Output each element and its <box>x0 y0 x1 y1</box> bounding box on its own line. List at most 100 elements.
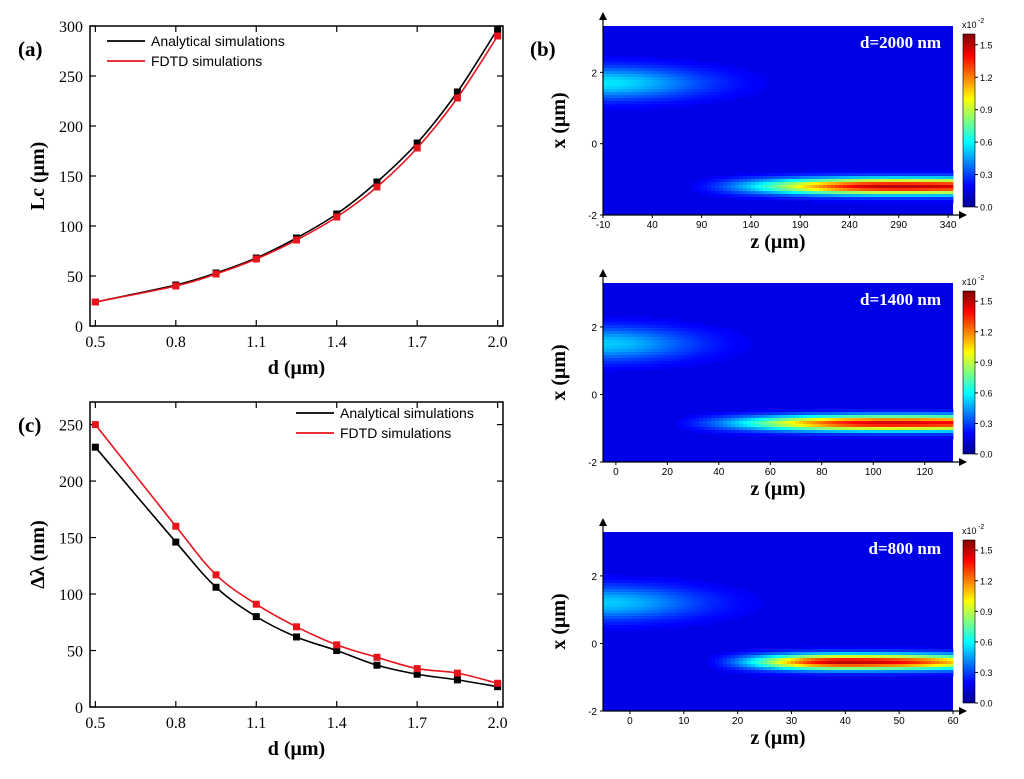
heatmap-cell <box>879 194 884 198</box>
heatmap-cell <box>623 619 628 623</box>
heatmap-cell <box>811 430 816 434</box>
heatmap-cell <box>795 185 800 189</box>
heatmap-cell <box>803 176 808 180</box>
heatmap-cell <box>623 74 628 78</box>
heatmap-cell <box>631 107 636 111</box>
heatmap-cell <box>691 361 696 365</box>
heatmap-cell <box>895 421 900 425</box>
heatmap-cell <box>883 409 888 413</box>
heatmap-cell <box>835 667 840 671</box>
heatmap-cell <box>767 415 772 419</box>
heatmap-cell <box>855 646 860 650</box>
heatmap-cell <box>603 328 608 332</box>
heatmap-cell <box>891 194 896 198</box>
heatmap-cell <box>643 349 648 353</box>
heatmap-cell <box>675 334 680 338</box>
heatmap-cell <box>627 586 632 590</box>
heatmap-cell <box>731 415 736 419</box>
heatmap-cell <box>895 646 900 650</box>
heatmap-cell <box>903 188 908 192</box>
heatmap-cell <box>603 89 608 93</box>
heatmap-cell <box>947 191 952 195</box>
heatmap-cell <box>735 607 740 611</box>
heatmap-cell <box>755 433 760 437</box>
heatmap-cell <box>623 367 628 371</box>
colorbar-tick-label: 1.2 <box>980 327 993 337</box>
heatmap-cell <box>723 188 728 192</box>
heatmap-cell <box>907 191 912 195</box>
heatmap-cell <box>647 610 652 614</box>
heatmap-cell <box>899 427 904 431</box>
heatmap-cell <box>951 421 954 425</box>
heatmap-cell <box>715 77 720 81</box>
heatmap-cell <box>611 68 616 72</box>
heatmap-cell <box>871 182 876 186</box>
heatmap-cell <box>891 182 896 186</box>
heatmap-cell <box>951 197 954 201</box>
heatmap-cell <box>763 655 768 659</box>
colorbar-tick-label: 0.6 <box>980 388 993 398</box>
heatmap-cell <box>659 619 664 623</box>
heatmap-cell <box>691 580 696 584</box>
heatmap-cell <box>643 62 648 66</box>
heatmap-cell <box>847 182 852 186</box>
heatmap-cell <box>787 673 792 677</box>
heatmap-cell <box>643 601 648 605</box>
heatmap-cell <box>767 664 772 668</box>
heatmap-cell <box>935 427 940 431</box>
heatmap-cell <box>895 415 900 419</box>
heatmap-cell <box>723 179 728 183</box>
heatmap-cell <box>727 98 732 102</box>
heatmap-cell <box>827 173 832 177</box>
heatmap-cell <box>907 670 912 674</box>
heatmap-cell <box>731 652 736 656</box>
heatmap-cell <box>659 328 664 332</box>
heatmap-cell <box>671 595 676 599</box>
heatmap-cell <box>779 173 784 177</box>
heatmap-cell <box>739 595 744 599</box>
heatmap-cell <box>679 59 684 63</box>
heatmap-cell <box>871 424 876 428</box>
heatmap-cell <box>827 409 832 413</box>
heatmap-cell <box>919 418 924 422</box>
heatmap-cell <box>815 433 820 437</box>
heatmap-cell <box>855 185 860 189</box>
heatmap-cell <box>835 173 840 177</box>
data-point <box>172 282 180 290</box>
heatmap-cell <box>883 418 888 422</box>
heatmap-cell <box>607 355 612 359</box>
heatmap-cell <box>799 652 804 656</box>
heatmap-cell <box>675 101 680 105</box>
heatmap-cell <box>655 62 660 66</box>
x-tick-label: 30 <box>786 716 798 727</box>
heatmap-cell <box>723 598 728 602</box>
heatmap-cell <box>751 179 756 183</box>
heatmap-cell <box>775 652 780 656</box>
heatmap-cell <box>947 412 952 416</box>
heatmap-cell <box>779 176 784 180</box>
heatmap-cell <box>723 194 728 198</box>
heatmap-cell <box>691 334 696 338</box>
heatmap-cell <box>635 619 640 623</box>
heatmap-cell <box>931 427 936 431</box>
heatmap-cell <box>951 412 954 416</box>
heatmap-cell <box>707 328 712 332</box>
heatmap-cell <box>611 80 616 84</box>
heatmap-cell <box>779 433 784 437</box>
heatmap-cell <box>699 595 704 599</box>
heatmap-cell <box>859 185 864 189</box>
heatmap-cell <box>715 188 720 192</box>
heatmap-cell <box>675 358 680 362</box>
heatmap-cell <box>719 176 724 180</box>
heatmap-cell <box>951 658 954 662</box>
heatmap-cell <box>847 430 852 434</box>
heatmap-cell <box>943 182 948 186</box>
heatmap-cell <box>915 409 920 413</box>
heatmap-cell <box>671 601 676 605</box>
heatmap-cell <box>767 197 772 201</box>
heatmap-cell <box>627 319 632 323</box>
heatmap-cell <box>931 667 936 671</box>
heatmap-cell <box>739 604 744 608</box>
heatmap-cell <box>847 412 852 416</box>
